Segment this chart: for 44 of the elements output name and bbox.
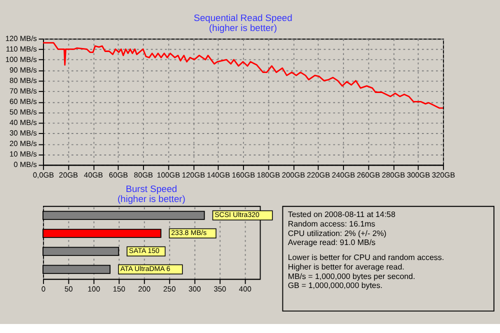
x-tick-label: 260GB	[356, 170, 380, 180]
x-tick-label: 0	[41, 284, 46, 294]
y-tick-label: 90 MB/s	[10, 66, 38, 75]
y-tick-label: 110 MB/s	[6, 44, 38, 54]
x-tick-label: 240GB	[332, 170, 356, 180]
x-tick-label: 100GB	[156, 170, 180, 180]
x-tick-label: 40GB	[84, 170, 104, 180]
y-tick-label: 120 MB/s	[5, 34, 38, 43]
x-tick-label: 250	[163, 284, 176, 294]
x-tick-label: 400	[238, 284, 252, 294]
x-tick-label: 300	[188, 284, 201, 294]
x-tick-label: 0,0GB	[32, 170, 54, 180]
y-tick-label: 100 MB/s	[5, 55, 38, 64]
x-tick-label: 120GB	[182, 170, 206, 180]
x-tick-label: 200GB	[282, 170, 306, 180]
chart-title: Burst Speed	[126, 184, 178, 194]
x-tick-label: 220GB	[306, 170, 330, 180]
y-tick-label: 10 MB/s	[10, 150, 38, 159]
y-tick-label: 30 MB/s	[10, 128, 38, 138]
x-tick-label: 160GB	[232, 170, 256, 180]
x-tick-label: 60GB	[108, 170, 128, 180]
chart-subtitle: (higher is better)	[209, 23, 277, 34]
x-tick-label: 320GB	[432, 170, 456, 180]
x-tick-label: 180GB	[256, 170, 280, 180]
y-tick-label: 50 MB/s	[10, 108, 38, 117]
y-tick-label: 0 MB/s	[14, 160, 38, 170]
x-tick-label: 200	[138, 284, 151, 294]
y-tick-label: 80 MB/s	[10, 76, 38, 86]
chart-title: Sequential Read Speed	[194, 12, 292, 23]
chart-subtitle: (higher is better)	[117, 194, 186, 204]
y-tick-label: 20 MB/s	[10, 139, 38, 148]
x-tick-label: 280GB	[382, 170, 406, 180]
y-tick-label: 70 MB/s	[10, 86, 38, 96]
y-tick-label: 40 MB/s	[10, 118, 38, 128]
x-tick-label: 80GB	[134, 170, 154, 180]
y-tick-label: 60 MB/s	[10, 97, 38, 106]
x-tick-label: 140GB	[206, 170, 230, 180]
x-tick-label: 100	[88, 284, 100, 294]
x-tick-label: 50	[64, 284, 73, 294]
x-tick-label: 150	[112, 284, 126, 294]
x-tick-label: 20GB	[58, 170, 78, 180]
x-tick-label: 300GB	[406, 170, 430, 180]
line-series	[42, 42, 444, 109]
x-tick-label: 350	[214, 284, 226, 294]
